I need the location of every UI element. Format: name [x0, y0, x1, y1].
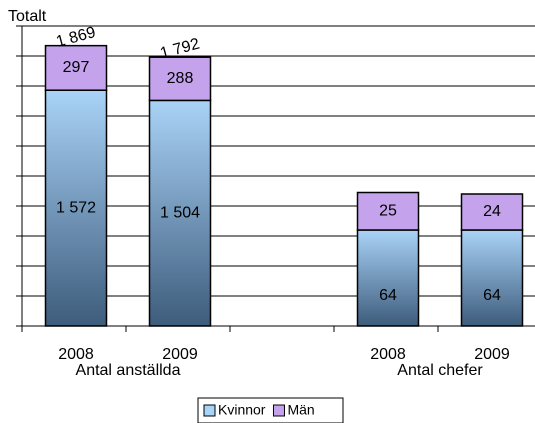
legend-box — [197, 397, 344, 423]
legend-swatch — [272, 404, 285, 417]
x-tick-label: 2008 — [58, 346, 94, 363]
bar-segment — [148, 99, 212, 327]
legend-label: Kvinnor — [218, 402, 266, 418]
x-tick-label: 2008 — [370, 346, 406, 363]
bar-segment — [44, 44, 108, 91]
value-label: 288 — [167, 70, 194, 87]
legend-swatch — [203, 404, 216, 417]
value-label: 64 — [483, 287, 501, 304]
bar-segment — [356, 191, 420, 231]
value-label: 25 — [379, 202, 397, 219]
value-label: 1 504 — [160, 204, 200, 221]
bar-segment — [44, 89, 108, 327]
bar-segment — [460, 193, 524, 231]
group-label: Antal anställda — [76, 362, 181, 379]
x-tick-label: 2009 — [474, 346, 510, 363]
group-label: Antal chefer — [397, 362, 483, 379]
x-tick-label: 2009 — [162, 346, 198, 363]
bar-segment — [148, 56, 212, 102]
value-label: 1 572 — [56, 199, 96, 216]
value-label: 24 — [483, 203, 501, 220]
bar-segment — [460, 229, 524, 327]
legend-label: Män — [287, 402, 314, 418]
bar-segment — [356, 229, 420, 327]
chart-title: Totalt — [8, 8, 47, 25]
value-label: 297 — [63, 59, 90, 76]
value-label: 64 — [379, 287, 397, 304]
